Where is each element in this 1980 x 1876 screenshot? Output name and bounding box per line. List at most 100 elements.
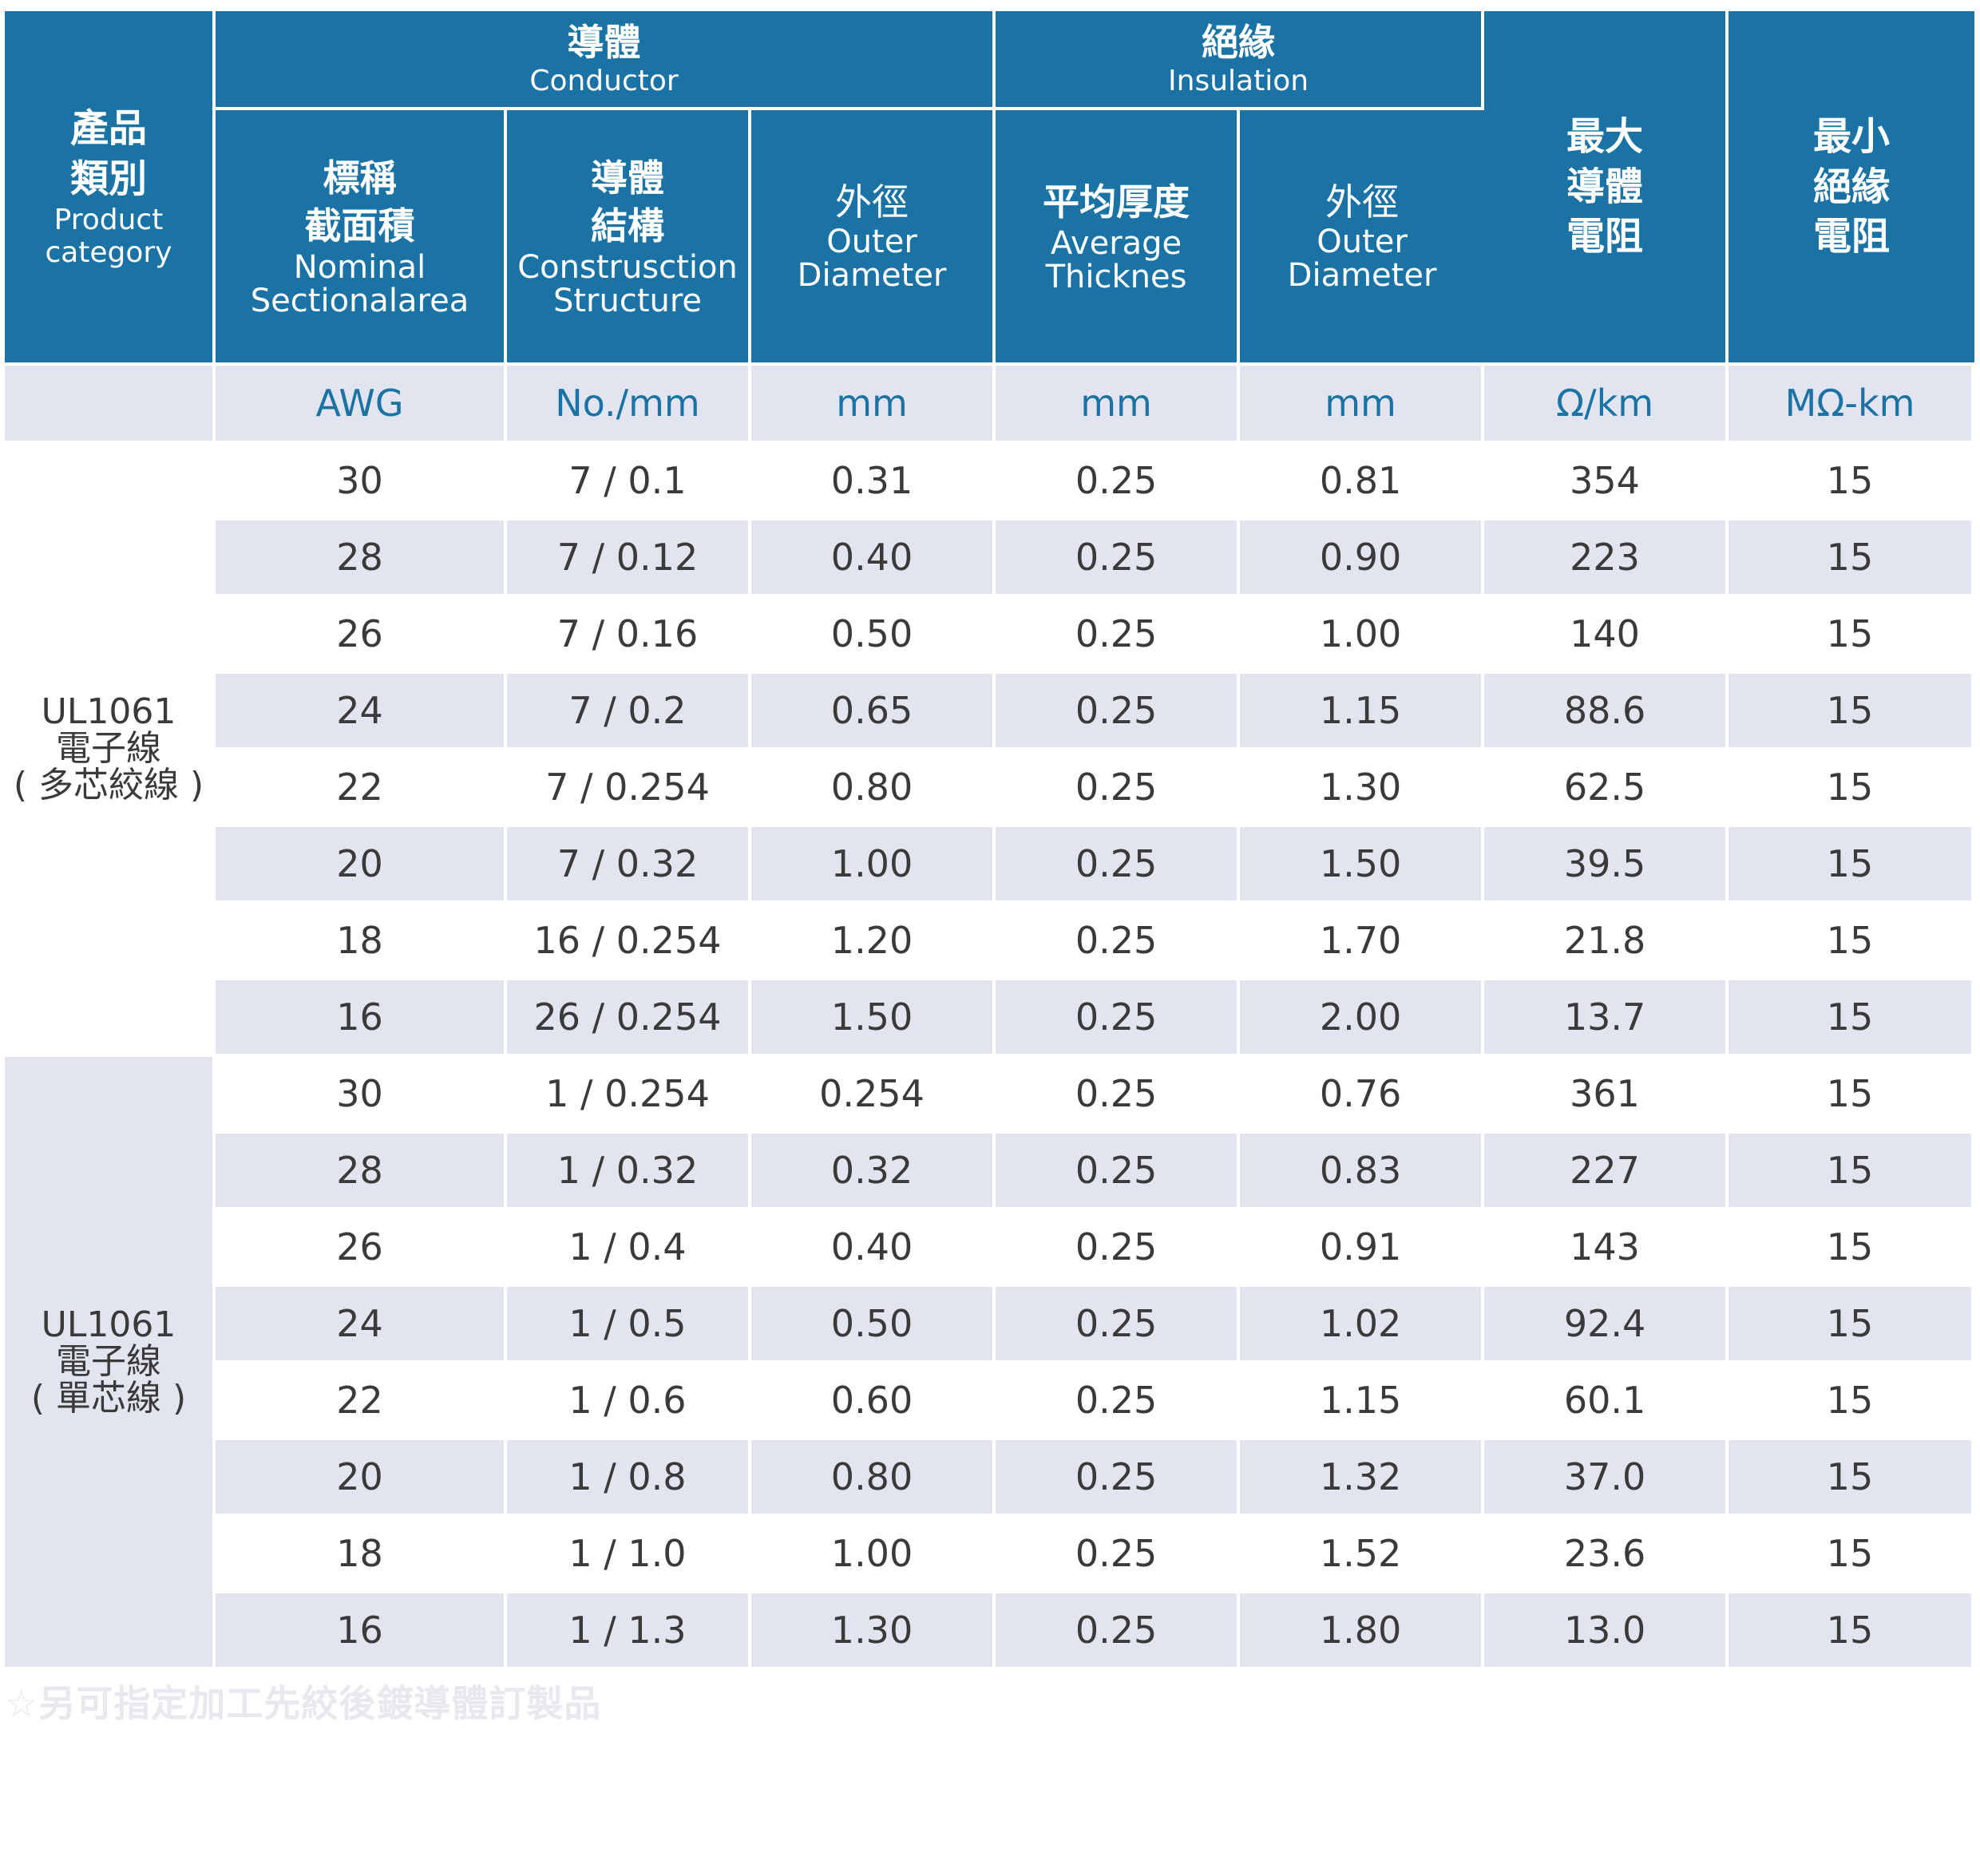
cell-conductor-outer-diameter: 1.00 [751, 1517, 996, 1593]
unit-mm: mm [1240, 366, 1485, 444]
cell-max-resistance: 23.6 [1484, 1517, 1729, 1593]
cell-structure: 1 / 0.8 [507, 1440, 751, 1517]
category-label-line2: 電子線 [56, 1340, 161, 1382]
cell-awg: 28 [216, 520, 507, 597]
cell-conductor-outer-diameter: 0.80 [751, 1440, 996, 1517]
cell-awg: 20 [216, 827, 507, 904]
cell-insulation-outer-diameter: 1.70 [1240, 904, 1485, 980]
cell-max-resistance: 13.0 [1484, 1593, 1729, 1670]
table-row: 16 1 / 1.3 1.30 0.25 1.80 13.0 15 [5, 1593, 1975, 1670]
cell-min-insulation-resistance: 15 [1729, 674, 1975, 750]
cell-awg: 26 [216, 1210, 507, 1287]
cell-avg-thickness: 0.25 [996, 1210, 1241, 1287]
cell-min-insulation-resistance: 15 [1729, 904, 1975, 980]
units-empty-cell [5, 366, 216, 444]
cell-structure: 1 / 1.3 [507, 1593, 751, 1670]
table-row: 22 7 / 0.254 0.80 0.25 1.30 62.5 15 [5, 750, 1975, 827]
cell-avg-thickness: 0.25 [996, 1517, 1241, 1593]
header-insulation-outer-diameter: 外徑 Outer Diameter [1240, 110, 1485, 366]
table-row: 24 1 / 0.5 0.50 0.25 1.02 92.4 15 [5, 1287, 1975, 1363]
cell-avg-thickness: 0.25 [996, 750, 1241, 827]
cell-structure: 1 / 1.0 [507, 1517, 751, 1593]
cell-min-insulation-resistance: 15 [1729, 1210, 1975, 1287]
cell-awg: 24 [216, 1287, 507, 1363]
cell-structure: 1 / 0.4 [507, 1210, 751, 1287]
cell-awg: 22 [216, 750, 507, 827]
cell-conductor-outer-diameter: 1.50 [751, 980, 996, 1057]
cell-max-resistance: 39.5 [1484, 827, 1729, 904]
cell-awg: 16 [216, 1593, 507, 1670]
cell-insulation-outer-diameter: 1.15 [1240, 674, 1485, 750]
cell-avg-thickness: 0.25 [996, 1057, 1241, 1134]
table-row: UL1061 電子線( 多芯絞線 ) 30 7 / 0.1 0.31 0.25 0.81 35… [5, 444, 1975, 1057]
cell-conductor-outer-diameter: 0.50 [751, 597, 996, 674]
cell-awg: 30 [216, 444, 507, 520]
table-row: 22 1 / 0.6 0.60 0.25 1.15 60.1 15 [5, 1363, 1975, 1440]
header-conductor-outer-diameter: 外徑 Outer Diameter [751, 110, 996, 366]
table-row: 18 1 / 1.0 1.00 0.25 1.52 23.6 15 [5, 1517, 1975, 1593]
category-label-line3: ( 單芯線 ) [30, 1378, 187, 1419]
cell-awg: 16 [216, 980, 507, 1057]
cell-min-insulation-resistance: 15 [1729, 1287, 1975, 1363]
cell-max-resistance: 143 [1484, 1210, 1729, 1287]
header-max-conductor-resistance: 最大 導體 電阻 [1484, 11, 1729, 366]
table-row: 28 1 / 0.32 0.32 0.25 0.83 227 15 [5, 1134, 1975, 1210]
header-min-insulation-resistance: 最小 絕緣 電阻 [1729, 11, 1975, 366]
cell-max-resistance: 361 [1484, 1057, 1729, 1134]
cell-structure: 26 / 0.254 [507, 980, 751, 1057]
unit-no-mm: No./mm [507, 366, 751, 444]
cell-conductor-outer-diameter: 1.30 [751, 1593, 996, 1670]
cell-min-insulation-resistance: 15 [1729, 597, 1975, 674]
cell-max-resistance: 37.0 [1484, 1440, 1729, 1517]
cell-insulation-outer-diameter: 0.76 [1240, 1057, 1485, 1134]
table-row: UL1061 電子線( 單芯線 ) 30 1 / 0.254 0.254 0.25 0.76… [5, 1057, 1975, 1670]
spec-table: 產品 類別 Product category 導體 Conductor 絕緣 I… [5, 11, 1975, 1670]
unit-mohm-km: MΩ-km [1729, 366, 1975, 444]
category-label-line1: UL1061 [41, 1304, 176, 1345]
cell-avg-thickness: 0.25 [996, 827, 1241, 904]
table-row: 16 26 / 0.254 1.50 0.25 2.00 13.7 15 [5, 980, 1975, 1057]
cell-conductor-outer-diameter: 0.31 [751, 444, 996, 520]
cell-awg: 18 [216, 1517, 507, 1593]
cell-insulation-outer-diameter: 1.00 [1240, 597, 1485, 674]
cell-max-resistance: 354 [1484, 444, 1729, 520]
table-row: 18 16 / 0.254 1.20 0.25 1.70 21.8 15 [5, 904, 1975, 980]
cell-awg: 26 [216, 597, 507, 674]
cell-awg: 30 [216, 1057, 507, 1134]
cell-max-resistance: 227 [1484, 1134, 1729, 1210]
header-conductor-structure: 導體 結構 Construsction Structure [507, 110, 751, 366]
header-nominal-area: 標稱 截面積 Nominal Sectionalarea [216, 110, 507, 366]
cell-structure: 7 / 0.12 [507, 520, 751, 597]
cell-insulation-outer-diameter: 1.15 [1240, 1363, 1485, 1440]
cell-conductor-outer-diameter: 0.40 [751, 520, 996, 597]
cell-conductor-outer-diameter: 0.254 [751, 1057, 996, 1134]
cell-insulation-outer-diameter: 1.52 [1240, 1517, 1485, 1593]
cell-structure: 1 / 0.5 [507, 1287, 751, 1363]
cell-insulation-outer-diameter: 1.30 [1240, 750, 1485, 827]
cell-max-resistance: 60.1 [1484, 1363, 1729, 1440]
cell-insulation-outer-diameter: 0.81 [1240, 444, 1485, 520]
cell-avg-thickness: 0.25 [996, 904, 1241, 980]
cell-avg-thickness: 0.25 [996, 1440, 1241, 1517]
cell-insulation-outer-diameter: 0.83 [1240, 1134, 1485, 1210]
table-row: 20 1 / 0.8 0.80 0.25 1.32 37.0 15 [5, 1440, 1975, 1517]
cell-structure: 16 / 0.254 [507, 904, 751, 980]
cell-structure: 7 / 0.32 [507, 827, 751, 904]
header-product-category: 產品 類別 Product category [5, 11, 216, 366]
cell-awg: 24 [216, 674, 507, 750]
cell-min-insulation-resistance: 15 [1729, 444, 1975, 520]
cell-min-insulation-resistance: 15 [1729, 1057, 1975, 1134]
cell-insulation-outer-diameter: 0.90 [1240, 520, 1485, 597]
cell-conductor-outer-diameter: 1.00 [751, 827, 996, 904]
table-row: 26 1 / 0.4 0.40 0.25 0.91 143 15 [5, 1210, 1975, 1287]
cell-max-resistance: 88.6 [1484, 674, 1729, 750]
cell-min-insulation-resistance: 15 [1729, 827, 1975, 904]
cell-insulation-outer-diameter: 1.50 [1240, 827, 1485, 904]
cell-min-insulation-resistance: 15 [1729, 980, 1975, 1057]
table-row: 28 7 / 0.12 0.40 0.25 0.90 223 15 [5, 520, 1975, 597]
cell-avg-thickness: 0.25 [996, 444, 1241, 520]
header-average-thickness: 平均厚度 Average Thicknes [996, 110, 1241, 366]
cell-structure: 7 / 0.1 [507, 444, 751, 520]
header-conductor: 導體 Conductor [216, 11, 996, 110]
cell-conductor-outer-diameter: 0.80 [751, 750, 996, 827]
